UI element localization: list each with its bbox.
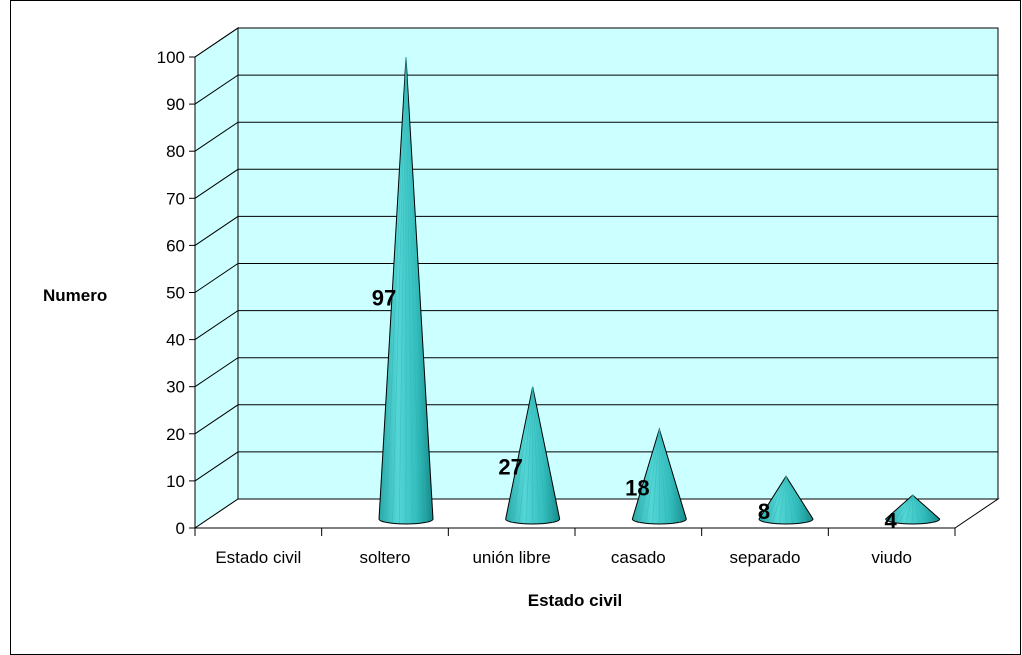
cone-bar	[885, 494, 941, 525]
cone-shading	[405, 57, 414, 524]
y-tick-label: 20	[166, 425, 185, 444]
y-axis-ticks: 0 10 20 30 40 50 60 70 80 90 100	[157, 48, 185, 538]
gridlines	[189, 27, 998, 536]
y-tick-label: 30	[166, 378, 185, 397]
chart-floor	[193, 498, 1000, 529]
cone-shading	[778, 476, 787, 524]
gridline	[194, 215, 998, 246]
cone-shading	[518, 386, 533, 524]
cone-shading	[659, 429, 680, 524]
cone-bar	[758, 475, 814, 525]
cone-shading	[765, 476, 787, 524]
y-tick-label: 40	[166, 331, 185, 350]
cone-shading	[405, 57, 420, 524]
x-tick-label: separado	[730, 548, 801, 567]
cone-shading	[532, 386, 540, 524]
cone-shading	[905, 495, 913, 524]
data-label: 97	[372, 286, 396, 311]
gridline	[194, 27, 998, 58]
cone-shading	[785, 476, 807, 524]
chart-walls	[193, 27, 1000, 529]
y-tick-label: 50	[166, 284, 185, 303]
x-axis-ticks: Estado civil soltero unión libre casado sepa…	[215, 548, 912, 567]
gridline	[194, 404, 998, 435]
x-axis-title: Estado civil	[528, 591, 622, 610]
y-tick-label: 80	[166, 142, 185, 161]
cone-shading	[912, 495, 920, 524]
y-tick-label: 100	[157, 48, 185, 67]
cone-shading	[772, 476, 787, 524]
y-tick-label: 0	[176, 519, 185, 538]
cone-shading	[512, 386, 533, 524]
cone-shading	[398, 57, 407, 524]
cone-shading	[898, 495, 913, 524]
cone-shading	[532, 386, 547, 524]
gridline	[194, 121, 998, 152]
data-label: 4	[885, 509, 898, 534]
data-label: 27	[498, 454, 522, 479]
cone-shading	[785, 476, 794, 524]
gridline	[194, 74, 998, 105]
cone-shading	[785, 476, 800, 524]
y-axis-title: Numero	[43, 286, 107, 305]
x-tick-label: soltero	[359, 548, 410, 567]
cone-shading	[525, 386, 533, 524]
cone-shading	[392, 57, 407, 524]
cone-bar	[378, 57, 434, 525]
data-labels: 97 27 18 8 4	[372, 286, 898, 534]
y-tick-label: 10	[166, 472, 185, 491]
cone-shading	[645, 429, 660, 524]
gridline	[194, 263, 998, 293]
y-tick-label: 60	[166, 236, 185, 255]
cone-shading	[892, 494, 913, 524]
y-tick-label: 90	[166, 95, 185, 114]
x-tick-label: viudo	[871, 548, 912, 567]
cone-shading	[532, 386, 554, 524]
cone-shading	[912, 494, 934, 524]
cone-bar	[505, 386, 561, 525]
y-tick-label: 70	[166, 189, 185, 208]
x-tick-label: Estado civil	[215, 548, 301, 567]
cone-shading	[405, 57, 427, 524]
data-label: 8	[758, 499, 770, 524]
cone-bar	[631, 427, 687, 525]
cone-shading	[912, 495, 927, 524]
x-tick-label: unión libre	[472, 548, 550, 567]
chart-cones	[378, 57, 941, 525]
x-tick-label: casado	[611, 548, 666, 567]
cone-shading	[659, 429, 667, 524]
gridline	[194, 168, 998, 199]
gridline	[194, 357, 998, 388]
cone-shading	[659, 429, 674, 524]
cone-shading	[385, 57, 407, 524]
cone-shading	[638, 429, 660, 524]
gridline	[194, 451, 998, 482]
data-label: 18	[625, 476, 649, 501]
cone-shading	[652, 429, 660, 524]
gridline	[194, 310, 998, 341]
